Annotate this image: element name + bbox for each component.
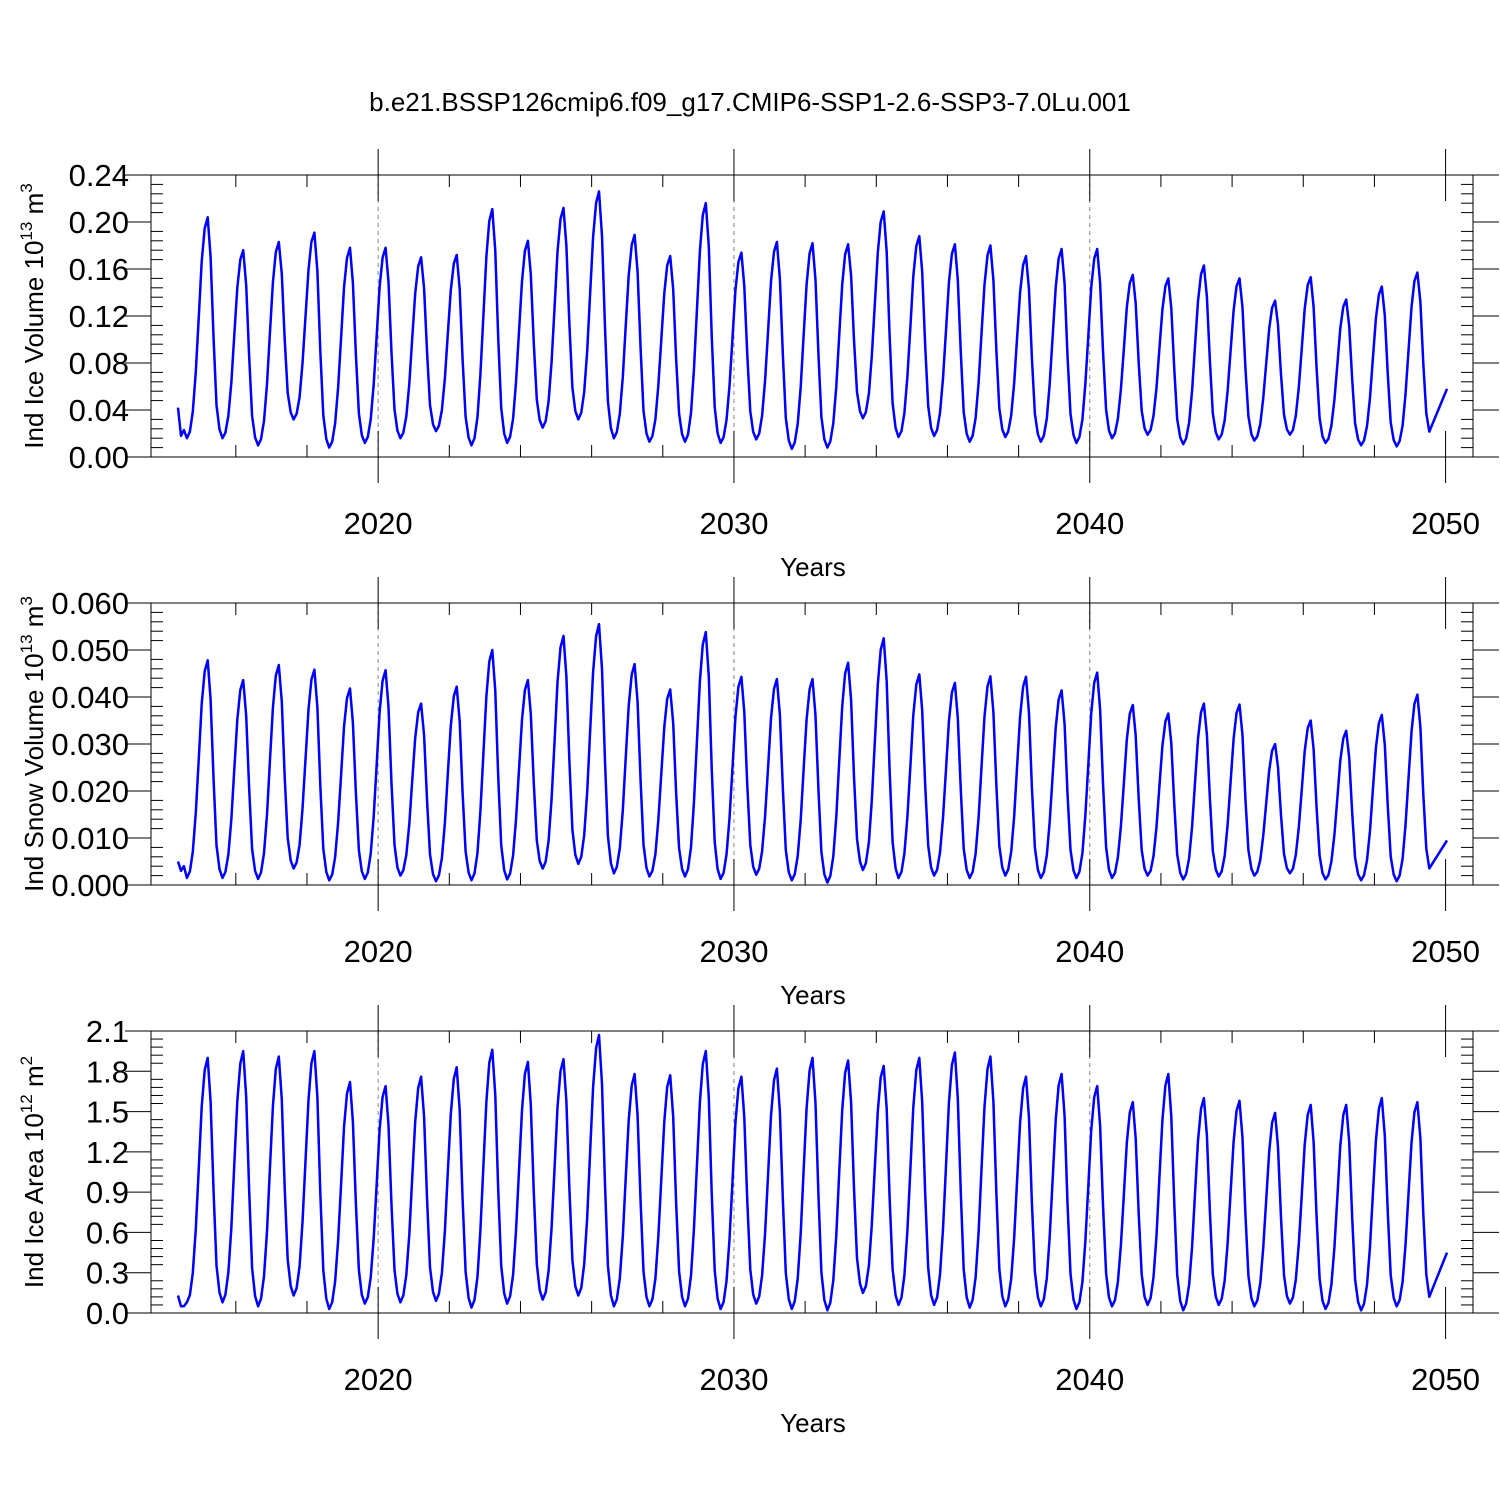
y-axis-label: Ind Ice Volume 1013 m3	[17, 183, 49, 448]
x-tick-label: 2020	[344, 934, 413, 969]
y-tick-label: 0.010	[51, 821, 129, 856]
y-tick-label: 0.020	[51, 774, 129, 809]
y-tick-label: 0.040	[51, 680, 129, 715]
plot-frame	[150, 1030, 1474, 1314]
y-tick-label: 0.050	[51, 633, 129, 668]
x-axis-label: Years	[780, 1408, 846, 1438]
y-axis-label-exponent: 12	[17, 1094, 36, 1113]
y-axis-label: Ind Ice Area 1012 m2	[17, 1056, 49, 1288]
y-tick-label: 0.030	[51, 727, 129, 762]
y-axis-label: Ind Snow Volume 1013 m3	[17, 596, 49, 892]
x-tick-label: 2040	[1055, 506, 1124, 541]
y-tick-label: 0.6	[86, 1215, 129, 1250]
x-tick-label: 2030	[699, 1362, 768, 1397]
x-tick-label: 2030	[699, 506, 768, 541]
y-tick-label: 0.04	[69, 393, 129, 428]
series-line-ice-area	[176, 1033, 1449, 1312]
y-tick-label: 1.5	[86, 1095, 129, 1130]
y-axis-label-main: Ind Snow Volume 10	[19, 653, 49, 892]
y-axis-label-unit-exponent: 3	[17, 596, 36, 605]
y-axis-label-main: Ind Ice Volume 10	[19, 241, 49, 449]
x-tick-label: 2020	[344, 1362, 413, 1397]
y-tick-label: 1.8	[86, 1054, 129, 1089]
chart-panel-ice-volume: 0.00 0.04 0.08 0.12 0.16 0.20 0.24 2020 2030 2040…	[17, 149, 1499, 582]
x-tick-label: 2050	[1411, 934, 1480, 969]
x-tick-label: 2040	[1055, 934, 1124, 969]
y-tick-label: 0.000	[51, 868, 129, 903]
y-tick-label: 0.12	[69, 299, 129, 334]
y-axis-label-unit: m	[19, 193, 49, 222]
y-axis-label-unit-exponent: 2	[17, 1056, 36, 1065]
y-axis-label-unit: m	[19, 1065, 49, 1094]
chart-panel-ice-area: 0.0 0.3 0.6 0.9 1.2 1.5 1.8 2.1 2020 2030 2040 2050…	[17, 1005, 1499, 1438]
y-tick-label: 0.00	[69, 440, 129, 475]
y-tick-label: 1.2	[86, 1135, 129, 1170]
y-axis-label-exponent: 13	[17, 634, 36, 653]
series-line-snow-volume	[176, 622, 1449, 884]
x-axis-label: Years	[780, 980, 846, 1010]
series-line-ice-volume	[176, 190, 1449, 451]
y-axis-label-unit-exponent: 3	[17, 183, 36, 192]
y-axis-label-main: Ind Ice Area 10	[19, 1113, 49, 1288]
y-tick-label: 0.060	[51, 586, 129, 621]
y-axis-label-exponent: 13	[17, 222, 36, 241]
y-tick-label: 0.0	[86, 1296, 129, 1331]
x-tick-label: 2030	[699, 934, 768, 969]
plot-frame	[150, 174, 1474, 458]
y-axis-label-unit: m	[19, 606, 49, 635]
x-axis-label: Years	[780, 552, 846, 582]
y-tick-label: 0.20	[69, 205, 129, 240]
y-tick-label: 0.16	[69, 252, 129, 287]
y-tick-label: 0.08	[69, 346, 129, 381]
y-tick-label: 0.9	[86, 1175, 129, 1210]
y-tick-label: 0.24	[69, 158, 129, 193]
x-tick-label: 2040	[1055, 1362, 1124, 1397]
y-tick-label: 0.3	[86, 1256, 129, 1291]
x-tick-label: 2020	[344, 506, 413, 541]
y-tick-label: 2.1	[86, 1014, 129, 1049]
chart-panel-snow-volume: 0.000 0.010 0.020 0.030 0.040 0.050 0.060 2020 2…	[17, 577, 1499, 1010]
x-tick-label: 2050	[1411, 1362, 1480, 1397]
chart-title: b.e21.BSSP126cmip6.f09_g17.CMIP6-SSP1-2.…	[369, 87, 1131, 117]
x-tick-label: 2050	[1411, 506, 1480, 541]
